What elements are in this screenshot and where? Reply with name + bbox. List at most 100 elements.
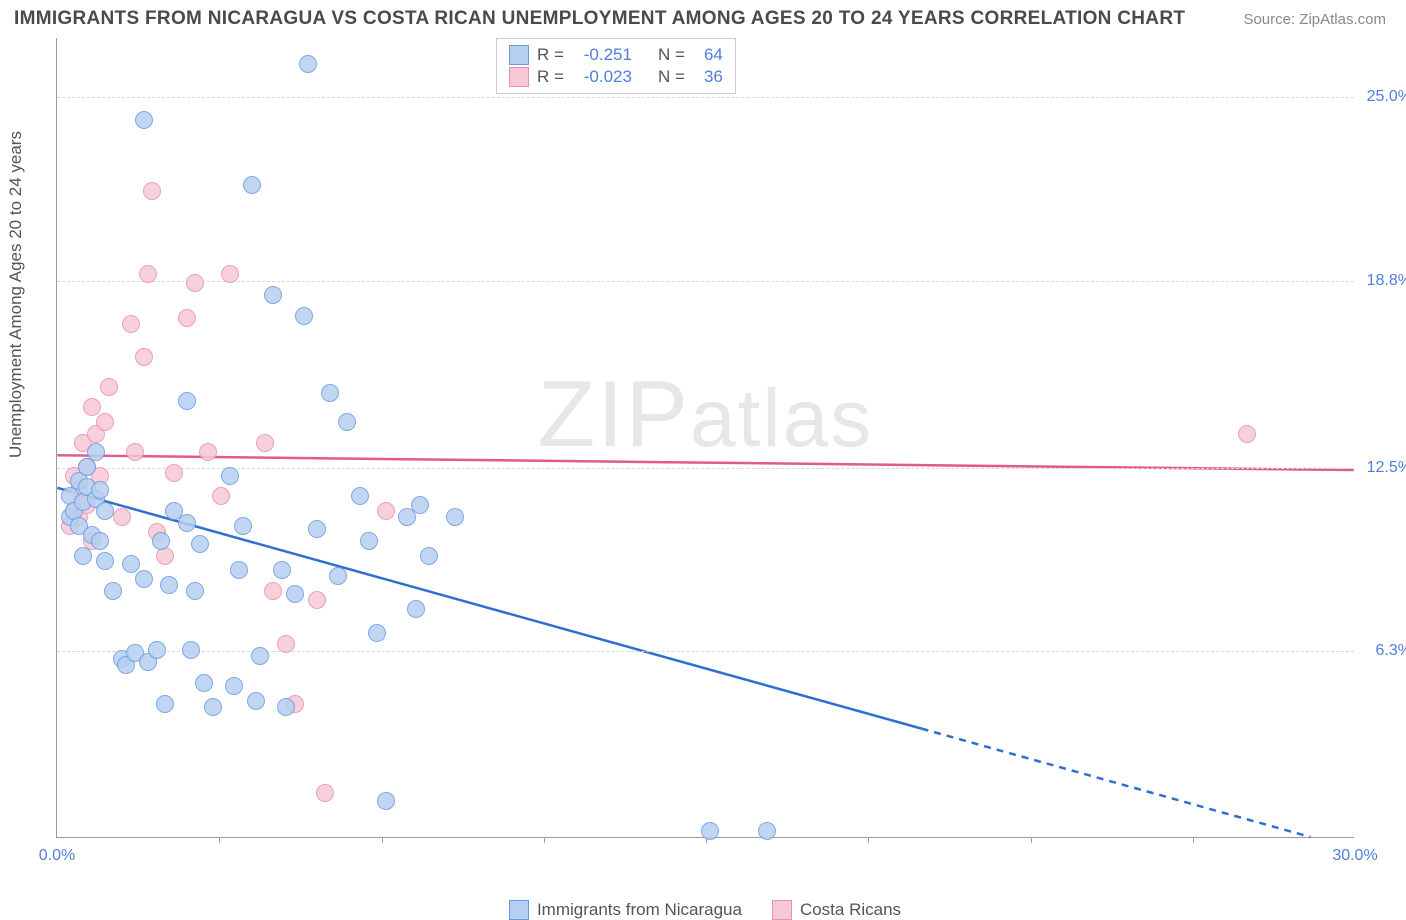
point-nicaragua [377, 792, 395, 810]
point-nicaragua [420, 547, 438, 565]
point-costarica [186, 274, 204, 292]
point-nicaragua [273, 561, 291, 579]
legend-label-costarica: Costa Ricans [800, 900, 901, 920]
point-nicaragua [178, 514, 196, 532]
point-costarica [83, 398, 101, 416]
point-costarica [139, 265, 157, 283]
point-costarica [277, 635, 295, 653]
point-nicaragua [122, 555, 140, 573]
point-costarica [316, 784, 334, 802]
point-nicaragua [156, 695, 174, 713]
grid-line [57, 97, 1354, 98]
point-nicaragua [446, 508, 464, 526]
point-nicaragua [286, 585, 304, 603]
point-nicaragua [104, 582, 122, 600]
point-nicaragua [407, 600, 425, 618]
point-costarica [96, 413, 114, 431]
r-value-nicaragua: -0.251 [572, 44, 632, 66]
point-nicaragua [148, 641, 166, 659]
x-tick [382, 837, 383, 843]
legend-row-costarica: R = -0.023 N = 36 [509, 66, 723, 88]
x-tick [1193, 837, 1194, 843]
point-nicaragua [135, 111, 153, 129]
point-nicaragua [243, 176, 261, 194]
point-nicaragua [230, 561, 248, 579]
point-nicaragua [264, 286, 282, 304]
point-nicaragua [351, 487, 369, 505]
point-nicaragua [758, 822, 776, 840]
r-label: R = [537, 44, 564, 66]
point-costarica [199, 443, 217, 461]
point-nicaragua [308, 520, 326, 538]
plot-area: ZIPatlas 6.3%12.5%18.8%25.0%0.0%30.0% [56, 38, 1354, 838]
point-nicaragua [96, 552, 114, 570]
point-costarica [122, 315, 140, 333]
x-tick [868, 837, 869, 843]
point-costarica [308, 591, 326, 609]
legend-row-nicaragua: R = -0.251 N = 64 [509, 44, 723, 66]
point-nicaragua [701, 822, 719, 840]
point-nicaragua [152, 532, 170, 550]
x-tick-label: 0.0% [39, 847, 75, 865]
swatch-costarica-icon [509, 67, 529, 87]
r-label: R = [537, 66, 564, 88]
chart-title: IMMIGRANTS FROM NICARAGUA VS COSTA RICAN… [14, 8, 1185, 30]
swatch-nicaragua-icon [509, 45, 529, 65]
x-tick [219, 837, 220, 843]
point-nicaragua [277, 698, 295, 716]
point-costarica [143, 182, 161, 200]
swatch-nicaragua-icon [509, 900, 529, 920]
point-costarica [256, 434, 274, 452]
point-nicaragua [251, 647, 269, 665]
trend-lines [57, 38, 1354, 837]
point-costarica [1238, 425, 1256, 443]
n-label: N = [658, 44, 685, 66]
point-nicaragua [160, 576, 178, 594]
point-nicaragua [96, 502, 114, 520]
point-nicaragua [368, 624, 386, 642]
point-nicaragua [329, 567, 347, 585]
correlation-legend: R = -0.251 N = 64 R = -0.023 N = 36 [496, 38, 736, 94]
point-nicaragua [204, 698, 222, 716]
x-tick [544, 837, 545, 843]
n-value-costarica: 36 [693, 66, 723, 88]
point-costarica [113, 508, 131, 526]
point-nicaragua [360, 532, 378, 550]
x-tick-label: 30.0% [1332, 847, 1377, 865]
swatch-costarica-icon [772, 900, 792, 920]
grid-line [57, 281, 1354, 282]
y-tick-label: 12.5% [1367, 459, 1406, 477]
point-nicaragua [234, 517, 252, 535]
point-costarica [100, 378, 118, 396]
point-nicaragua [87, 443, 105, 461]
source-label: Source: ZipAtlas.com [1243, 11, 1386, 28]
point-nicaragua [91, 481, 109, 499]
y-tick-label: 25.0% [1367, 88, 1406, 106]
point-nicaragua [186, 582, 204, 600]
point-costarica [165, 464, 183, 482]
y-tick-label: 18.8% [1367, 272, 1406, 290]
point-costarica [264, 582, 282, 600]
point-nicaragua [178, 392, 196, 410]
point-costarica [126, 443, 144, 461]
point-nicaragua [191, 535, 209, 553]
point-costarica [221, 265, 239, 283]
n-label: N = [658, 66, 685, 88]
point-nicaragua [182, 641, 200, 659]
point-costarica [178, 309, 196, 327]
point-costarica [377, 502, 395, 520]
point-nicaragua [135, 570, 153, 588]
point-nicaragua [221, 467, 239, 485]
point-nicaragua [299, 55, 317, 73]
point-nicaragua [225, 677, 243, 695]
n-value-nicaragua: 64 [693, 44, 723, 66]
y-axis-label: Unemployment Among Ages 20 to 24 years [6, 131, 26, 458]
x-tick [1031, 837, 1032, 843]
legend-item-costarica: Costa Ricans [772, 900, 901, 920]
chart-container: Unemployment Among Ages 20 to 24 years Z… [14, 38, 1392, 884]
legend-item-nicaragua: Immigrants from Nicaragua [509, 900, 742, 920]
point-nicaragua [295, 307, 313, 325]
point-nicaragua [411, 496, 429, 514]
point-nicaragua [74, 547, 92, 565]
grid-line [57, 468, 1354, 469]
